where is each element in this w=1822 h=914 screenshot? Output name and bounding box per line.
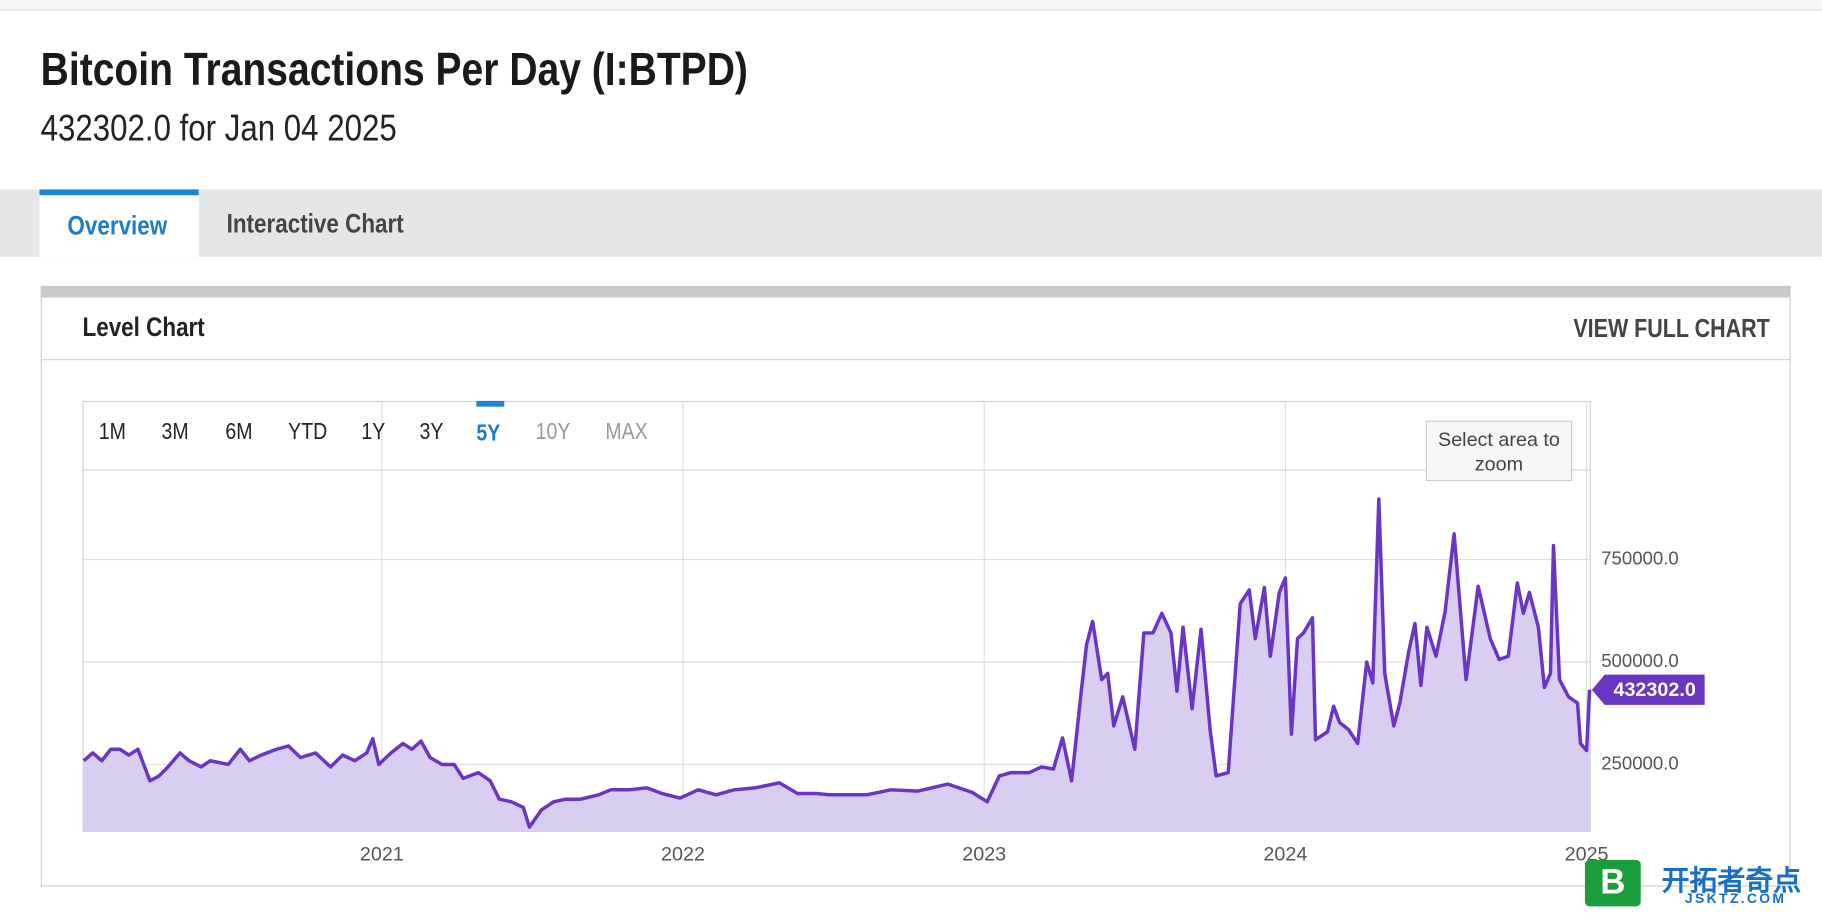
x-tick-label: 2023: [962, 843, 1006, 865]
range-button-text: 1M: [98, 419, 126, 446]
line: [82, 497, 1592, 829]
tab[interactable]: Interactive Chart: [199, 189, 431, 256]
range-button-text: 10Y: [535, 419, 571, 446]
link-text: VIEW FULL CHART: [1573, 313, 1770, 343]
range-button-text: 5Y: [476, 420, 501, 447]
range-button[interactable]: 1Y: [361, 401, 389, 468]
panel-title-text: Level Chart: [82, 311, 205, 342]
y-tick-label: 250000.0: [1601, 752, 1679, 773]
range-button-text: YTD: [288, 419, 328, 446]
x-tick-label: 2021: [360, 843, 404, 865]
last-value-label: 432302.0: [1613, 679, 1695, 701]
range-button: 10Y: [536, 401, 577, 468]
panel-title: Level Chart: [83, 311, 229, 342]
last-value-flag: [1591, 674, 1705, 705]
page-title: Bitcoin Transactions Per Day (I:BTPD): [41, 44, 883, 96]
tab-text: Overview: [67, 210, 168, 241]
zoom-hint: Select area to zoom: [1425, 420, 1573, 482]
subtitle-text: 432302.0 for Jan 04 2025: [40, 106, 397, 149]
tab-text: Interactive Chart: [226, 207, 404, 239]
title-text: Bitcoin Transactions Per Day (I:BTPD): [40, 44, 748, 96]
range-button-text: 1Y: [361, 419, 386, 446]
separator: [41, 359, 1791, 361]
range-button-text: 3Y: [419, 419, 444, 446]
range-button-text: MAX: [605, 419, 648, 446]
range-button[interactable]: YTD: [288, 401, 334, 468]
range-button[interactable]: 6M: [225, 401, 257, 468]
range-button[interactable]: 3Y: [419, 401, 447, 468]
tab[interactable]: Overview: [39, 189, 199, 257]
view-full-chart[interactable]: VIEW FULL CHART: [1573, 314, 1807, 344]
watermark-badge: B: [1584, 859, 1641, 907]
y-tick-label: 500000.0: [1601, 650, 1679, 671]
chart-panel: [40, 285, 1791, 887]
range-button[interactable]: 3M: [162, 401, 194, 468]
range-button: MAX: [605, 401, 655, 468]
range-button-text: 3M: [161, 419, 189, 446]
x-tick-label: 2024: [1263, 843, 1307, 865]
range-button[interactable]: 5Y: [476, 400, 505, 474]
page-subtitle: 432302.0 for Jan 04 2025: [41, 107, 465, 150]
range-button-text: 6M: [225, 419, 253, 446]
y-tick-label: 750000.0: [1601, 547, 1679, 568]
watermark: B 开拓者奇点 JSKTZ.COM: [1580, 858, 1822, 914]
watermark-site: JSKTZ.COM: [1684, 890, 1787, 907]
tab-bar: Overview Interactive Chart: [0, 189, 1822, 257]
watermark-name: 开拓者奇点: [1661, 865, 1802, 898]
x-tick-label: 2022: [661, 843, 705, 865]
top-bar: [0, 0, 1822, 11]
range-button[interactable]: 1M: [99, 401, 131, 468]
